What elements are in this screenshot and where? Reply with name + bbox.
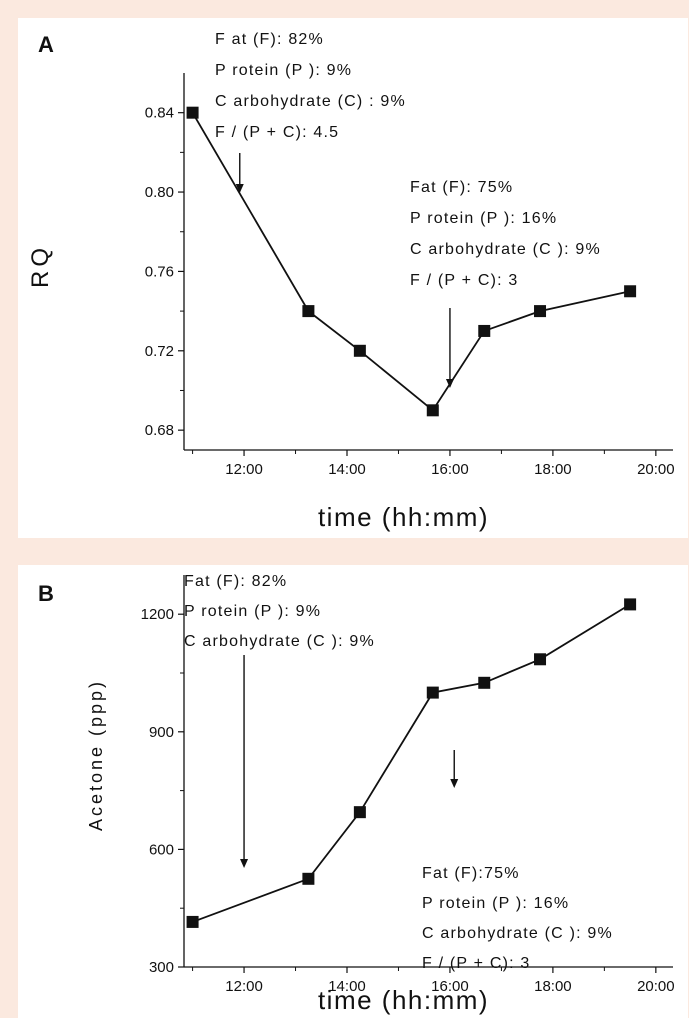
data-point-a: [624, 285, 637, 298]
data-point-a: [534, 305, 547, 318]
data-point-a: [426, 404, 439, 417]
x-tick-label-b: 14:00: [328, 978, 366, 995]
annotation-text-a: C arbohydrate (C) : 9%: [215, 93, 406, 110]
y-axis-label-a: RQ: [27, 244, 54, 288]
y-tick-label-a: 0.76: [145, 263, 174, 280]
data-point-b: [624, 598, 637, 611]
y-tick-label-a: 0.68: [145, 422, 174, 439]
chart-panel-a: A 12:00 14:00 16:00 18:00 20:00 0.68 0.72 0.76 0…: [18, 18, 688, 538]
data-point-b: [426, 686, 439, 699]
data-point-b: [353, 806, 366, 819]
annotation-text-b: F / (P + C): 3: [422, 955, 531, 972]
annotation-arrowhead-a: [445, 379, 454, 388]
y-tick-label-a: 0.80: [145, 184, 174, 201]
annotation-text-a: P rotein (P ): 16%: [410, 210, 557, 227]
annotation-text-a: Fat (F): 75%: [410, 179, 513, 196]
x-axis-label-a: time (hh:mm): [318, 502, 489, 532]
annotation-text-b: Fat (F): 82%: [184, 573, 287, 590]
annotation-arrowhead-a: [235, 184, 244, 193]
data-point-b: [302, 872, 315, 885]
annotation-text-a: F / (P + C): 4.5: [215, 124, 339, 141]
annotation-text-b: C arbohydrate (C ): 9%: [422, 925, 613, 942]
x-tick-label-b: 16:00: [431, 978, 469, 995]
x-axis-label-b: time (hh:mm): [318, 985, 489, 1015]
data-point-b: [186, 915, 199, 928]
data-point-b: [478, 676, 491, 689]
x-tick-label-b: 20:00: [637, 978, 675, 995]
chart-panel-b: B 12:00 14:00 16:00 18:00 20:00 300 600 900 1200…: [18, 565, 688, 1018]
data-point-a: [353, 344, 366, 357]
annotation-text-a: F / (P + C): 3: [410, 272, 519, 289]
panel-label-b: B: [38, 581, 54, 606]
y-tick-label-a: 0.84: [145, 105, 174, 122]
annotation-text-b: P rotein (P ): 9%: [184, 603, 321, 620]
y-tick-label-b: 300: [149, 959, 174, 976]
panel-label-a: A: [38, 32, 54, 57]
annotation-text-b: P rotein (P ): 16%: [422, 895, 569, 912]
y-tick-label-a: 0.72: [145, 343, 174, 360]
y-tick-label-b: 600: [149, 841, 174, 858]
annotation-text-b: Fat (F):75%: [422, 865, 520, 882]
x-tick-label-b: 12:00: [225, 978, 263, 995]
x-tick-label-a: 16:00: [431, 461, 469, 478]
annotation-arrowhead-b: [240, 859, 249, 868]
x-tick-label-a: 14:00: [328, 461, 366, 478]
x-tick-label-a: 12:00: [225, 461, 263, 478]
annotation-text-a: F at (F): 82%: [215, 31, 324, 48]
x-tick-label-a: 18:00: [534, 461, 572, 478]
data-point-b: [534, 653, 547, 666]
x-tick-label-b: 18:00: [534, 978, 572, 995]
annotation-text-a: C arbohydrate (C ): 9%: [410, 241, 601, 258]
data-point-a: [302, 305, 315, 318]
chart-a-svg: 12:00 14:00 16:00 18:00 20:00 0.68 0.72 0.76 0.8…: [27, 31, 675, 532]
x-tick-label-a: 20:00: [637, 461, 675, 478]
annotation-text-b: C arbohydrate (C ): 9%: [184, 633, 375, 650]
data-point-a: [186, 106, 199, 119]
chart-b-svg: 12:00 14:00 16:00 18:00 20:00 300 600 900 1200 ti…: [86, 573, 675, 1015]
series-line-b: [192, 603, 631, 923]
y-axis-label-b: Acetone (ppp): [86, 679, 106, 831]
annotation-arrowhead-b: [450, 779, 459, 788]
annotation-text-a: P rotein (P ): 9%: [215, 62, 352, 79]
y-tick-label-b: 1200: [141, 606, 174, 623]
series-line-a: [191, 112, 631, 412]
data-point-a: [478, 324, 491, 337]
y-tick-label-b: 900: [149, 724, 174, 741]
